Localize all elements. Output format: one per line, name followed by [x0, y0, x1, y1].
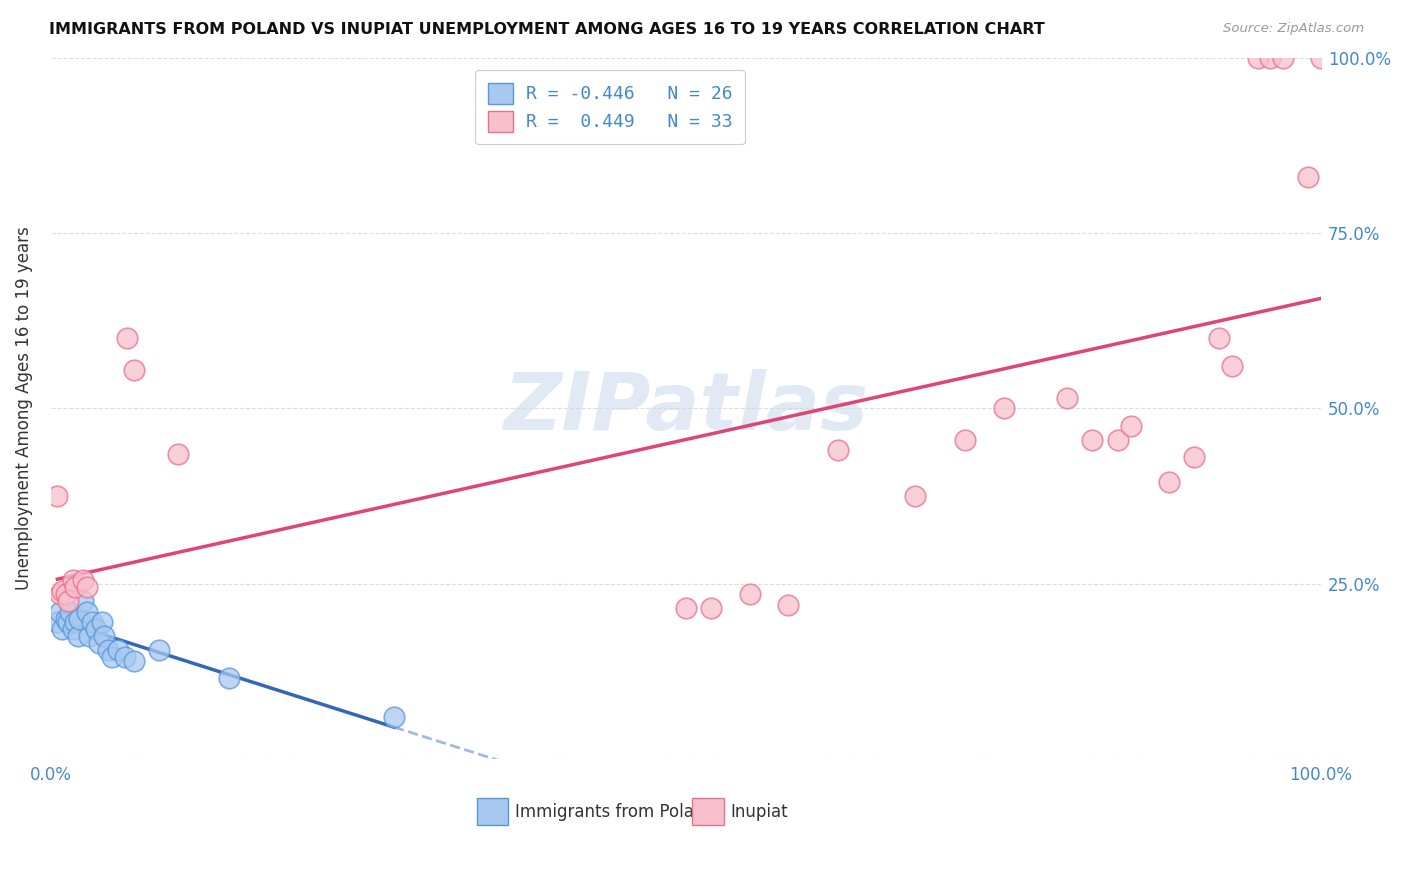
- Point: [382, 710, 405, 724]
- Point: [51, 583, 73, 598]
- Point: [700, 601, 723, 615]
- Point: [738, 587, 761, 601]
- Point: [1107, 433, 1129, 447]
- Point: [62, 622, 84, 636]
- Point: [1182, 450, 1205, 465]
- Text: Source: ZipAtlas.com: Source: ZipAtlas.com: [1223, 22, 1364, 36]
- FancyBboxPatch shape: [692, 798, 724, 825]
- Point: [675, 601, 697, 615]
- Point: [63, 580, 86, 594]
- Point: [776, 598, 799, 612]
- Point: [107, 643, 129, 657]
- Point: [1298, 169, 1320, 184]
- Point: [67, 612, 90, 626]
- Point: [59, 605, 82, 619]
- Point: [84, 622, 107, 636]
- Point: [1258, 51, 1281, 65]
- Point: [122, 654, 145, 668]
- Point: [51, 622, 73, 636]
- Point: [93, 629, 115, 643]
- Point: [148, 643, 170, 657]
- Point: [63, 615, 86, 630]
- Point: [827, 443, 849, 458]
- Point: [56, 615, 79, 630]
- Point: [55, 587, 77, 601]
- Point: [55, 612, 77, 626]
- Point: [101, 650, 124, 665]
- Point: [76, 580, 98, 594]
- Point: [1119, 418, 1142, 433]
- Point: [49, 605, 72, 619]
- Point: [114, 650, 136, 665]
- Point: [46, 489, 69, 503]
- Point: [1056, 391, 1078, 405]
- Point: [72, 573, 94, 587]
- Point: [1081, 433, 1104, 447]
- Text: ZIPatlas: ZIPatlas: [503, 369, 869, 447]
- Point: [1246, 51, 1268, 65]
- Y-axis label: Unemployment Among Ages 16 to 19 years: Unemployment Among Ages 16 to 19 years: [15, 227, 32, 591]
- Text: Inupiat: Inupiat: [731, 803, 789, 821]
- Legend: R = -0.446   N = 26, R =  0.449   N = 33: R = -0.446 N = 26, R = 0.449 N = 33: [475, 70, 745, 145]
- Point: [993, 401, 1015, 416]
- Point: [1220, 359, 1243, 374]
- FancyBboxPatch shape: [477, 798, 508, 825]
- Point: [77, 629, 100, 643]
- Point: [76, 605, 98, 619]
- Point: [1271, 51, 1294, 65]
- Point: [89, 636, 111, 650]
- Point: [49, 587, 72, 601]
- Text: IMMIGRANTS FROM POLAND VS INUPIAT UNEMPLOYMENT AMONG AGES 16 TO 19 YEARS CORRELA: IMMIGRANTS FROM POLAND VS INUPIAT UNEMPL…: [49, 22, 1045, 37]
- Point: [117, 331, 139, 345]
- Point: [1208, 331, 1230, 345]
- Point: [80, 615, 103, 630]
- Point: [56, 594, 79, 608]
- Point: [122, 362, 145, 376]
- Point: [66, 629, 89, 643]
- Point: [62, 573, 84, 587]
- Point: [90, 615, 112, 630]
- Point: [904, 489, 927, 503]
- Point: [955, 433, 977, 447]
- Point: [1157, 475, 1180, 489]
- Point: [46, 615, 69, 630]
- Point: [167, 447, 190, 461]
- Point: [97, 643, 120, 657]
- Point: [72, 594, 94, 608]
- Point: [218, 671, 240, 685]
- Point: [1310, 51, 1333, 65]
- Text: Immigrants from Poland: Immigrants from Poland: [515, 803, 714, 821]
